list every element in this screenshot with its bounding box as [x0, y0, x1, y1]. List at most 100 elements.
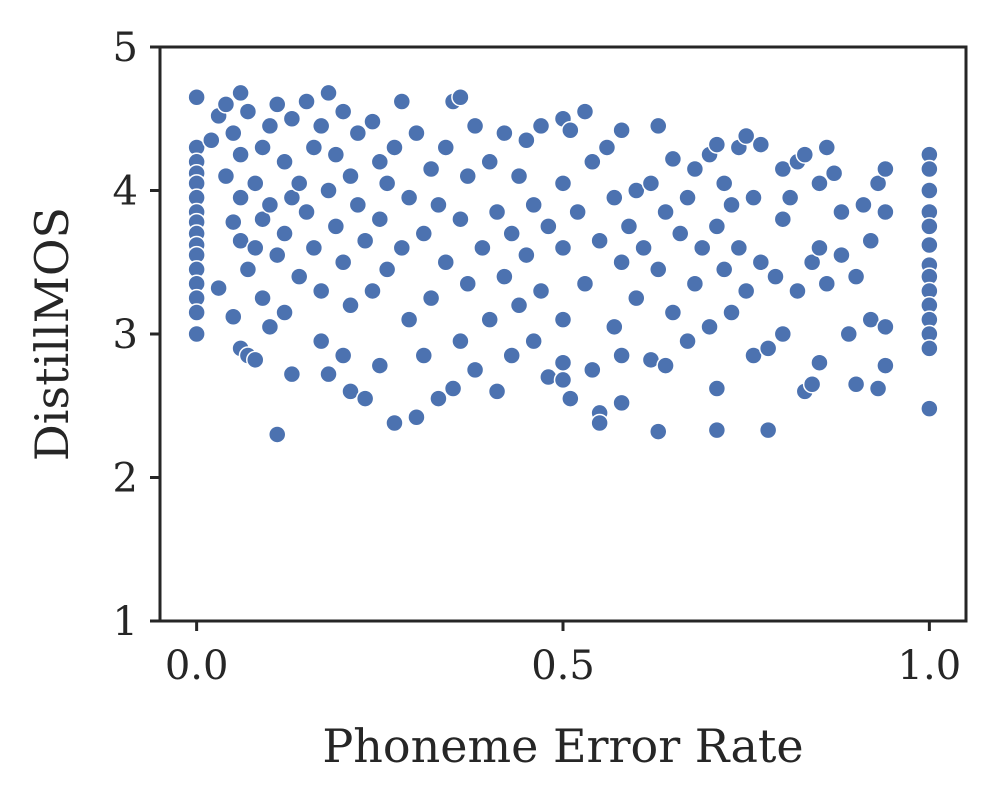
data-point [846, 267, 866, 286]
data-point [670, 224, 690, 243]
data-point [311, 331, 331, 351]
data-point [487, 382, 507, 401]
data-point [722, 195, 741, 215]
data-point [487, 202, 507, 222]
data-point [649, 116, 668, 136]
data-point [920, 181, 939, 200]
data-point [729, 238, 749, 258]
data-point [421, 159, 441, 179]
data-point [531, 281, 551, 301]
data-point [253, 288, 272, 308]
data-point [802, 253, 822, 272]
data-point [502, 346, 521, 365]
data-point [700, 317, 719, 337]
data-point [385, 413, 404, 433]
data-point [495, 267, 514, 286]
data-point [758, 339, 778, 358]
data-point [275, 303, 294, 322]
data-point [385, 138, 404, 157]
data-point [707, 420, 727, 440]
data-point [846, 374, 866, 394]
x-axis-label: Phoneme Error Rate [322, 719, 803, 773]
data-point [612, 253, 631, 272]
data-point [876, 317, 895, 337]
data-point [407, 123, 426, 143]
data-point [451, 331, 470, 351]
data-point [187, 324, 206, 344]
data-point [641, 174, 661, 193]
data-point [788, 281, 807, 301]
y-axis-label: DistillMOS [25, 207, 79, 461]
data-point [605, 317, 624, 337]
data-point [260, 317, 280, 337]
data-point [553, 238, 573, 258]
data-point [370, 209, 390, 229]
scatter-points [187, 83, 939, 444]
data-point [692, 238, 712, 258]
x-axis-ticks: 0.0 0.5 1.0 [165, 621, 961, 689]
data-point [832, 202, 851, 222]
data-point [421, 288, 441, 308]
data-point [920, 399, 939, 418]
data-point [597, 138, 617, 157]
data-point [370, 356, 390, 375]
data-point [773, 209, 793, 229]
data-point [627, 288, 646, 308]
data-point [238, 260, 258, 279]
data-point [231, 145, 250, 164]
data-point [355, 389, 375, 408]
data-point [509, 166, 529, 186]
data-point [311, 281, 331, 301]
data-point [773, 159, 793, 179]
data-point [780, 188, 800, 207]
data-point [399, 188, 419, 207]
data-point [363, 281, 382, 301]
data-point [561, 120, 580, 140]
data-point [282, 109, 302, 128]
x-tick-label: 1.0 [898, 643, 962, 689]
data-point [267, 425, 287, 444]
data-point [253, 138, 272, 157]
y-tick-label: 5 [113, 25, 138, 71]
data-point [289, 267, 309, 286]
data-point [304, 238, 324, 258]
data-point [282, 188, 302, 207]
x-tick-label: 0.0 [165, 643, 229, 689]
data-point [304, 138, 324, 157]
data-point [539, 217, 558, 236]
data-point [832, 245, 851, 265]
data-point [465, 360, 485, 380]
data-point [451, 87, 470, 107]
data-point [920, 217, 939, 236]
data-point [766, 267, 785, 286]
data-point [253, 209, 272, 229]
x-tick-label: 0.5 [531, 643, 595, 689]
data-point [583, 360, 602, 380]
data-point [802, 374, 822, 394]
data-point [377, 174, 397, 193]
data-point [224, 307, 243, 327]
data-point [744, 346, 763, 365]
data-point [458, 274, 477, 294]
data-point [627, 181, 646, 200]
data-point [634, 238, 653, 258]
data-point [531, 116, 551, 136]
data-point [480, 152, 499, 172]
data-point [920, 339, 939, 358]
data-point [429, 195, 448, 215]
data-point [817, 274, 837, 294]
data-point [275, 224, 294, 243]
data-point [260, 195, 280, 215]
data-point [868, 379, 888, 398]
data-point [773, 324, 793, 344]
data-point [517, 245, 536, 265]
data-point [267, 245, 287, 265]
data-point [231, 188, 250, 207]
data-point [561, 389, 580, 408]
data-point [465, 116, 485, 136]
data-point [678, 331, 697, 351]
data-point [326, 145, 346, 164]
data-point [348, 195, 368, 215]
data-point [810, 238, 829, 258]
